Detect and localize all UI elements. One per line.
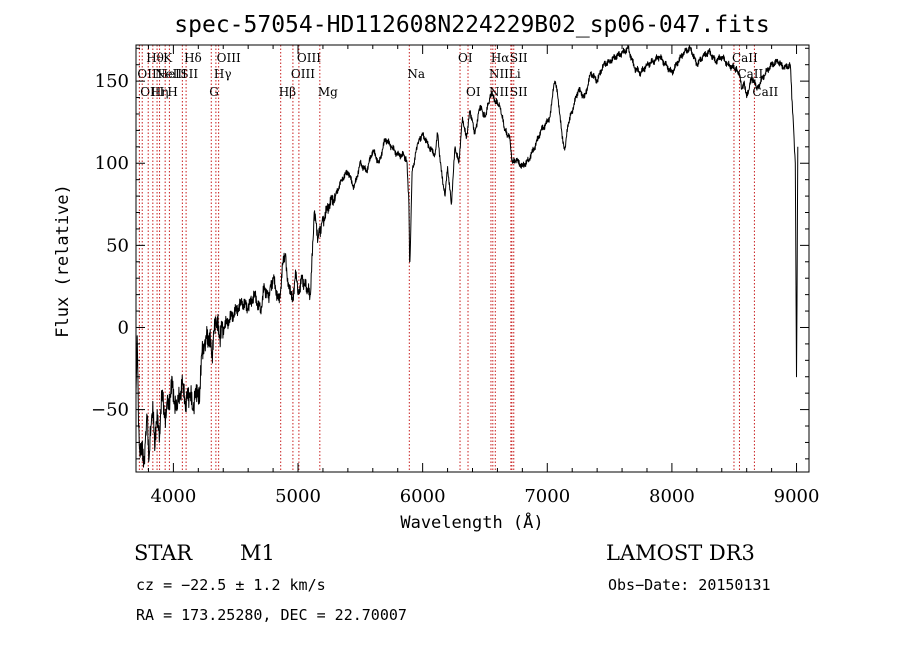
y-tick-label: 150 [95,71,129,92]
x-axis-label: Wavelength (Å) [400,511,543,533]
line-label: SII [180,67,198,81]
y-tick-label: 100 [95,153,129,174]
plot-frame [135,44,810,473]
line-label: OI [466,85,481,99]
chart-title: spec-57054-HD112608N224229B02_sp06-047.f… [174,12,769,38]
flux-line [135,44,799,468]
y-axis-label: Flux (relative) [53,184,73,338]
object-subclass: M1 [240,541,275,565]
line-label: Hα [491,51,510,65]
obs-date: Obs−Date: 20150131 [608,576,771,594]
x-tick-label: 4000 [150,486,196,507]
line-label: G [209,85,219,99]
line-label: Hθ [146,51,164,65]
y-tick-label: 50 [106,235,129,256]
coordinates: RA = 173.25280, DEC = 22.70007 [136,606,407,624]
line-label: Mg [318,85,338,99]
line-label: CaII [737,67,763,81]
survey-name: LAMOST DR3 [606,541,755,565]
line-label: SII [510,51,528,65]
line-label: NeIII [155,67,187,81]
object-class: STAR [134,541,193,565]
line-label: CaII [732,51,758,65]
line-label: Hγ [214,67,232,81]
x-tick-label: 7000 [524,486,570,507]
axis-ticks: 4000 5000 6000 7000 8000 9000 −50 0 50 100 150 [91,45,819,507]
line-label: OIII [217,51,241,65]
line-label: Hβ [279,85,296,99]
y-tick-label: 0 [118,317,129,338]
line-label: Li [509,67,521,81]
line-label: OI [458,51,473,65]
redshift-info: cz = −22.5 ± 1.2 km/s [136,576,326,594]
y-tick-label: −50 [91,400,129,421]
line-label: HeI [158,67,181,81]
line-label: OIII [297,51,321,65]
x-tick-label: 8000 [649,486,695,507]
line-label: Na [407,67,425,81]
line-label: OIII [291,67,315,81]
flux-series [135,44,799,468]
line-label: NII [489,67,509,81]
x-tick-label: 6000 [400,486,446,507]
line-label: H [167,85,177,99]
x-tick-label: 9000 [774,486,820,507]
line-label: K [163,51,173,65]
line-label: Hδ [184,51,202,65]
line-label: SII [510,85,528,99]
spectral-line-markers: OIIOIIIHθHηNeIIIHeIKHSIIHδGHγOIIIHβOIIIO… [137,45,778,472]
x-tick-label: 5000 [275,486,321,507]
line-label: OII [137,67,157,81]
